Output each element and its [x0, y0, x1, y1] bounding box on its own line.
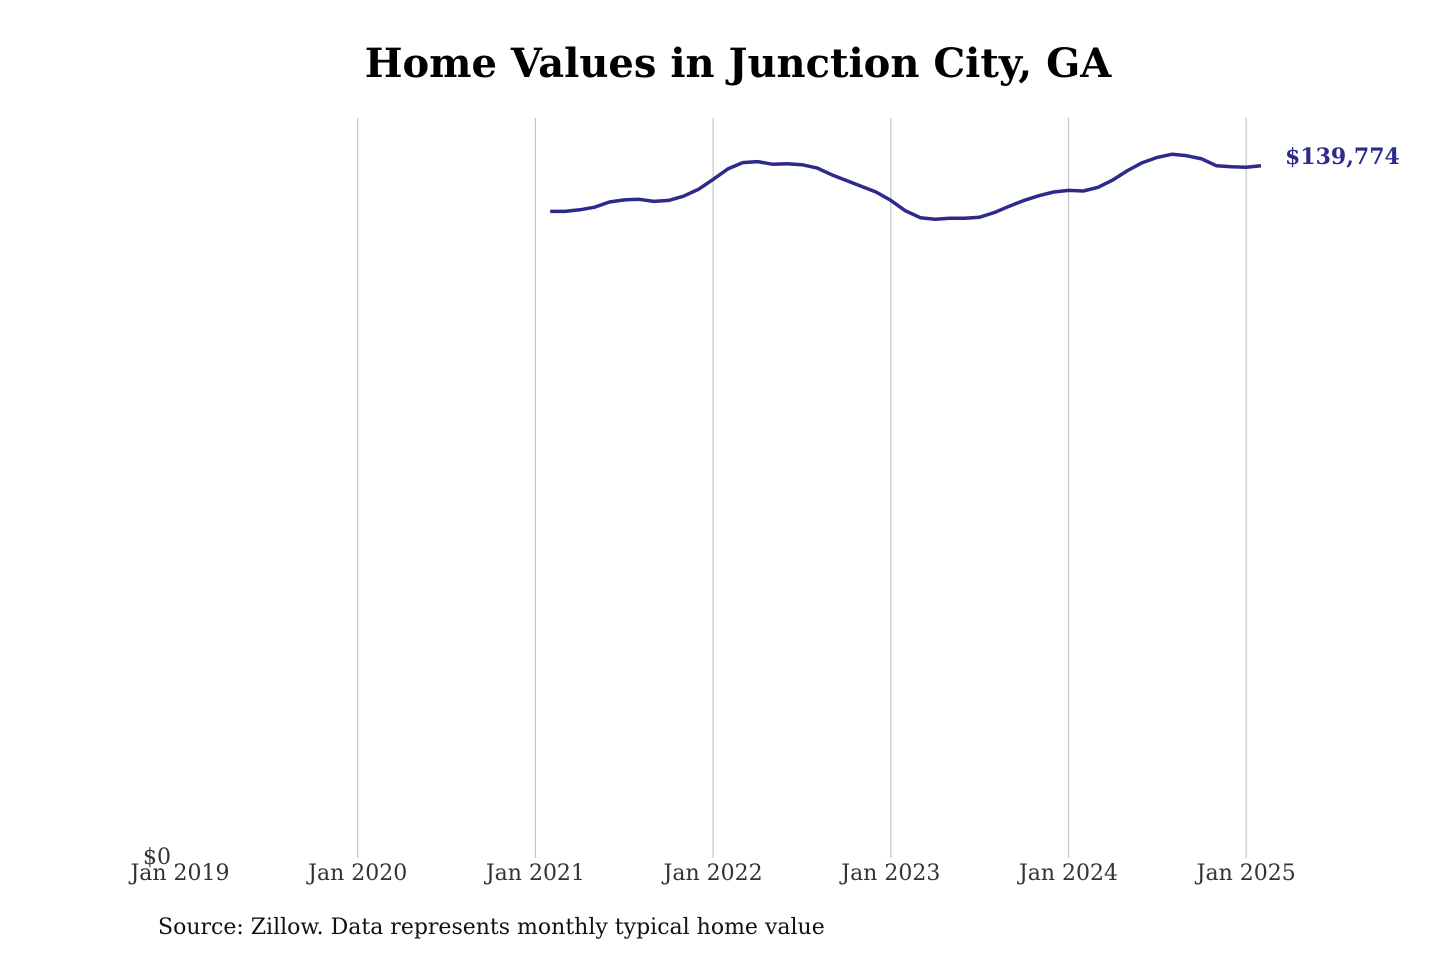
x-axis-ticks: Jan 2019 Jan 2020 Jan 2021 Jan 2022 Jan 2023… [128, 861, 1295, 886]
source-note: Source: Zillow. Data represents monthly … [158, 915, 825, 940]
x-tick-label: Jan 2024 [1017, 861, 1118, 886]
x-tick-label: Jan 2020 [306, 861, 407, 886]
y-tick-label: $0 [143, 845, 171, 870]
x-tick-label: Jan 2023 [839, 861, 940, 886]
x-tick-label: Jan 2019 [128, 861, 229, 886]
end-value-label: $139,774 [1285, 144, 1400, 170]
y-axis-ticks: $0 [143, 845, 171, 870]
x-tick-label: Jan 2025 [1195, 861, 1296, 886]
chart-title: Home Values in Junction City, GA [364, 40, 1112, 87]
gridlines [357, 118, 1247, 858]
x-tick-label: Jan 2022 [662, 861, 763, 886]
x-tick-label: Jan 2021 [484, 861, 585, 886]
home-value-series-line [550, 152, 1262, 222]
